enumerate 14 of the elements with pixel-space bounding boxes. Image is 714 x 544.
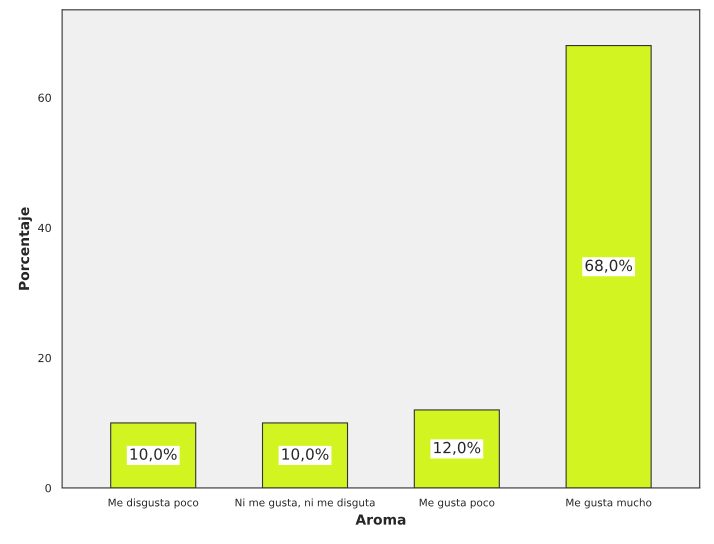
x-tick-label: Ni me gusta, ni me disguta (236, 498, 375, 508)
x-axis-title: Aroma (355, 514, 406, 525)
data-label: 10,0% (282, 448, 328, 462)
y-tick-label: 40 (38, 224, 51, 232)
data-label: 12,0% (434, 442, 480, 455)
x-tick-label: Me disgusta poco (108, 498, 198, 508)
data-label: 68,0% (585, 260, 632, 273)
data-label: 10,0% (130, 448, 177, 462)
x-tick-label: Me gusta mucho (566, 498, 652, 508)
y-tick-label: 0 (45, 484, 51, 492)
y-axis-title: Porcentaje (18, 207, 32, 290)
x-tick-label: Me gusta poco (420, 498, 494, 508)
y-tick-label: 60 (38, 94, 51, 102)
y-tick-label: 20 (38, 354, 51, 362)
